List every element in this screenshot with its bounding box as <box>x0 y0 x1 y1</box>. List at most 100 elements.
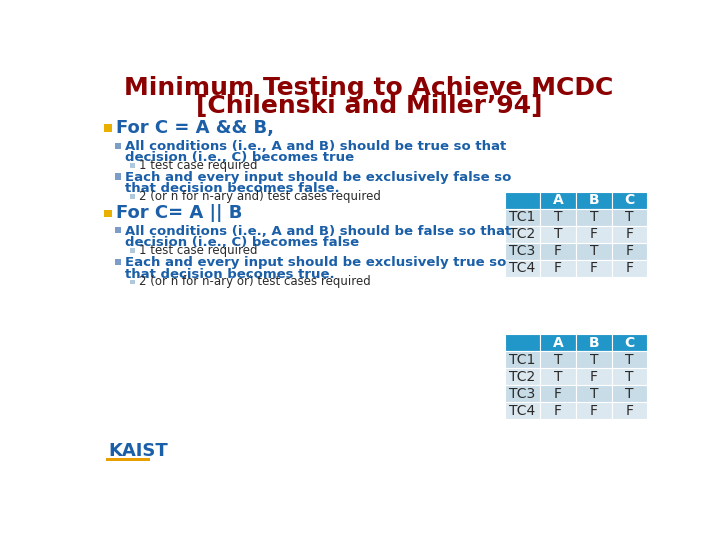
Text: F: F <box>590 227 598 241</box>
Text: 1 test case required: 1 test case required <box>139 159 257 172</box>
Text: All conditions (i.e., A and B) should be false so that: All conditions (i.e., A and B) should be… <box>125 225 511 238</box>
Bar <box>505 242 540 260</box>
Bar <box>114 259 121 265</box>
Bar <box>114 143 121 148</box>
Text: C: C <box>624 336 634 350</box>
Bar <box>611 209 647 226</box>
Text: TC1: TC1 <box>509 353 536 367</box>
Text: F: F <box>626 261 634 275</box>
Bar <box>505 192 540 209</box>
Bar <box>540 402 576 419</box>
Bar <box>114 227 121 233</box>
Text: A: A <box>553 336 564 350</box>
Bar <box>540 351 576 368</box>
Bar <box>576 402 611 419</box>
Bar <box>104 124 112 132</box>
Text: Each and every input should be exclusively false so: Each and every input should be exclusive… <box>125 171 511 184</box>
Bar <box>576 385 611 402</box>
Bar <box>505 209 540 226</box>
Bar <box>576 351 611 368</box>
Bar <box>611 192 647 209</box>
Bar <box>540 242 576 260</box>
Bar <box>130 194 135 199</box>
Text: TC1: TC1 <box>509 210 536 224</box>
Text: TC2: TC2 <box>509 227 536 241</box>
Text: F: F <box>626 403 634 417</box>
Bar <box>505 402 540 419</box>
Text: T: T <box>554 227 562 241</box>
Text: T: T <box>590 210 598 224</box>
Bar <box>106 457 150 461</box>
Bar <box>611 351 647 368</box>
Text: T: T <box>554 210 562 224</box>
Text: B: B <box>588 193 599 207</box>
Text: T: T <box>625 210 634 224</box>
Bar <box>130 248 135 253</box>
Bar <box>611 402 647 419</box>
Text: that decision becomes false.: that decision becomes false. <box>125 181 340 194</box>
Bar <box>611 334 647 351</box>
Bar <box>540 209 576 226</box>
Text: TC4: TC4 <box>509 261 536 275</box>
Text: [Chilenski and Miller’94]: [Chilenski and Miller’94] <box>196 93 542 118</box>
Text: C: C <box>624 193 634 207</box>
Bar <box>576 368 611 385</box>
Bar <box>611 260 647 276</box>
Text: T: T <box>625 370 634 383</box>
Text: F: F <box>590 370 598 383</box>
Text: T: T <box>590 353 598 367</box>
Text: F: F <box>554 261 562 275</box>
Text: TC4: TC4 <box>509 403 536 417</box>
Text: KAIST: KAIST <box>109 442 168 460</box>
Text: For C= A || B: For C= A || B <box>116 205 242 222</box>
Text: For C = A && B,: For C = A && B, <box>116 119 274 137</box>
Bar <box>576 242 611 260</box>
Text: B: B <box>588 336 599 350</box>
Text: T: T <box>590 244 598 258</box>
Bar <box>505 334 540 351</box>
Bar <box>576 260 611 276</box>
Text: 2 (or n for n-ary and) test cases required: 2 (or n for n-ary and) test cases requir… <box>139 190 381 203</box>
Text: decision (i.e., C) becomes true: decision (i.e., C) becomes true <box>125 151 354 165</box>
Text: T: T <box>554 370 562 383</box>
Bar <box>540 334 576 351</box>
Bar <box>505 351 540 368</box>
Bar <box>576 209 611 226</box>
Bar <box>576 192 611 209</box>
Text: F: F <box>554 403 562 417</box>
Text: A: A <box>553 193 564 207</box>
Bar <box>505 385 540 402</box>
Text: decision (i.e., C) becomes false: decision (i.e., C) becomes false <box>125 236 359 249</box>
Bar <box>505 226 540 242</box>
Text: T: T <box>554 353 562 367</box>
Text: 2 (or n for n-ary or) test cases required: 2 (or n for n-ary or) test cases require… <box>139 275 371 288</box>
Text: 1 test case required: 1 test case required <box>139 244 257 257</box>
Text: F: F <box>626 244 634 258</box>
Bar <box>130 164 135 168</box>
Text: T: T <box>625 387 634 401</box>
Bar <box>611 242 647 260</box>
Text: Each and every input should be exclusively true so: Each and every input should be exclusive… <box>125 256 506 269</box>
Text: TC3: TC3 <box>509 387 536 401</box>
Text: Minimum Testing to Achieve MCDC: Minimum Testing to Achieve MCDC <box>125 76 613 100</box>
Text: F: F <box>626 227 634 241</box>
Bar <box>505 368 540 385</box>
Bar <box>576 226 611 242</box>
Text: T: T <box>625 353 634 367</box>
Bar <box>540 385 576 402</box>
Bar <box>611 368 647 385</box>
Text: T: T <box>590 387 598 401</box>
Text: All conditions (i.e., A and B) should be true so that: All conditions (i.e., A and B) should be… <box>125 140 506 153</box>
Text: F: F <box>590 261 598 275</box>
Bar <box>505 260 540 276</box>
Text: TC3: TC3 <box>509 244 536 258</box>
Bar <box>611 385 647 402</box>
Bar <box>576 334 611 351</box>
Bar <box>540 226 576 242</box>
Bar <box>540 368 576 385</box>
Text: F: F <box>554 387 562 401</box>
Text: F: F <box>590 403 598 417</box>
Text: TC2: TC2 <box>509 370 536 383</box>
Text: F: F <box>554 244 562 258</box>
Bar <box>540 192 576 209</box>
